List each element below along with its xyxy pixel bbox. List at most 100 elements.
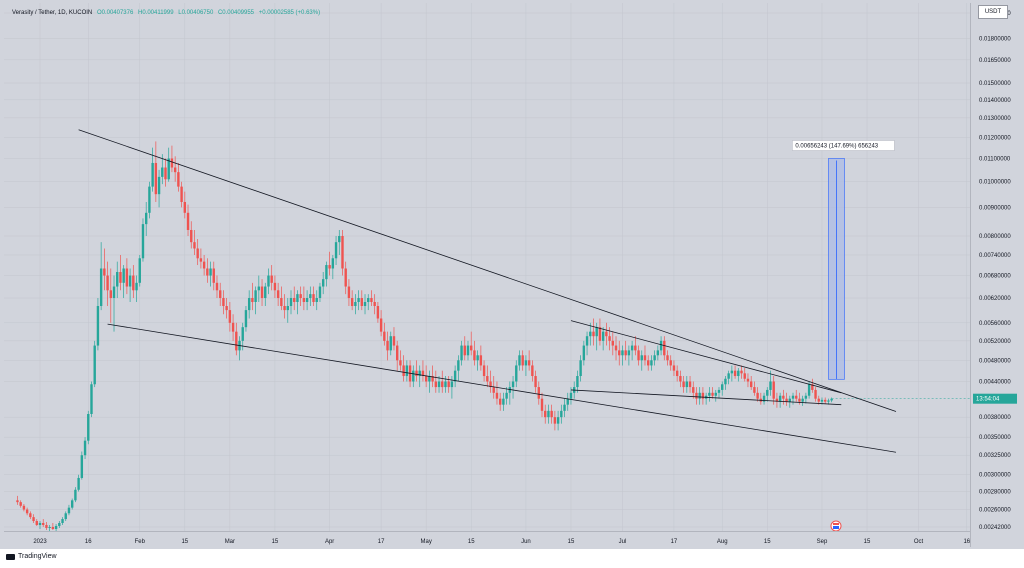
price-tick-label: 0.00800000 xyxy=(979,234,1011,240)
candle xyxy=(531,360,534,382)
candle xyxy=(273,275,277,299)
candle xyxy=(431,365,434,388)
candle xyxy=(643,345,647,366)
symbol-title[interactable]: Verasity / Tether, 1D, KUCOIN xyxy=(12,10,93,16)
candlestick-chart[interactable]: 0.00656243 (147.69%) 656243 xyxy=(4,3,970,547)
candle xyxy=(402,355,405,382)
candle xyxy=(138,254,141,287)
candle xyxy=(122,265,125,299)
trendline[interactable] xyxy=(78,129,897,412)
candle xyxy=(782,389,785,405)
tradingview-logo[interactable]: TradingView xyxy=(6,553,57,560)
time-tick-label: 16 xyxy=(85,539,92,545)
candle xyxy=(695,387,698,405)
candle xyxy=(48,524,51,532)
price-tick-label: 0.00280000 xyxy=(979,489,1011,495)
candle xyxy=(32,514,35,523)
candle xyxy=(679,370,682,388)
price-tick-label: 0.00900000 xyxy=(979,205,1011,211)
candle xyxy=(746,373,750,388)
candle xyxy=(778,392,782,408)
candle xyxy=(521,350,524,371)
candle xyxy=(392,327,396,351)
time-tick-label: Sep xyxy=(817,539,828,545)
price-tick-label: 0.00300000 xyxy=(979,473,1011,479)
candle xyxy=(180,181,183,208)
candle xyxy=(357,290,360,311)
candle xyxy=(280,286,283,311)
candle xyxy=(704,392,708,405)
footer-bar: TradingView xyxy=(0,549,1024,568)
time-tick-label: 15 xyxy=(468,539,475,545)
candle xyxy=(553,410,557,431)
candle xyxy=(556,410,560,431)
currency-unit-button[interactable]: USDT xyxy=(978,5,1008,19)
candle xyxy=(276,282,280,307)
price-tick-label: 0.01100000 xyxy=(979,156,1011,162)
candle xyxy=(202,254,206,276)
candle xyxy=(682,376,685,393)
candle xyxy=(215,275,219,299)
candle xyxy=(389,331,392,356)
candle xyxy=(228,301,232,332)
calendar-flag-icon[interactable] xyxy=(830,520,842,532)
candle xyxy=(144,201,148,236)
candle xyxy=(395,340,399,371)
trendline[interactable] xyxy=(570,389,842,406)
chart-plot-area[interactable]: 0.00656243 (147.69%) 656243 Verasity / T… xyxy=(4,3,970,547)
time-tick-label: Feb xyxy=(135,539,146,545)
candle xyxy=(717,387,721,399)
price-range-measure[interactable]: 0.00656243 (147.69%) 656243 xyxy=(792,140,895,380)
candle xyxy=(315,290,318,311)
price-axis[interactable]: 0.020000000.018000000.016500000.01500000… xyxy=(970,3,1021,547)
time-tick-label: 15 xyxy=(272,539,279,545)
candle xyxy=(289,290,293,315)
candle xyxy=(99,242,103,311)
candle xyxy=(791,392,795,405)
candle xyxy=(486,365,489,388)
candle xyxy=(376,301,380,323)
candle xyxy=(106,261,109,307)
candle xyxy=(58,521,61,528)
candle xyxy=(42,519,45,527)
candle xyxy=(415,360,418,382)
candle xyxy=(251,282,254,311)
candle xyxy=(93,340,96,388)
candle xyxy=(675,365,679,382)
candle xyxy=(624,340,627,361)
candle xyxy=(492,376,495,399)
open-value: O0.00407376 xyxy=(96,10,134,16)
candle xyxy=(186,204,190,236)
candle xyxy=(328,251,331,276)
candle xyxy=(305,290,309,311)
candle xyxy=(360,290,363,311)
candle xyxy=(125,258,129,295)
candle xyxy=(614,336,618,361)
time-axis[interactable]: 2023 16 Feb 15 Mar 15 Apr 17 May 15 Jun 15 Jul 17 Aug 1… xyxy=(4,531,971,548)
candle xyxy=(22,503,26,512)
candle xyxy=(650,355,653,371)
candle xyxy=(428,370,431,393)
candle xyxy=(627,345,631,366)
candle xyxy=(109,268,112,323)
candle xyxy=(51,522,55,531)
candle xyxy=(267,268,270,295)
measure-label-box xyxy=(792,140,895,151)
candle xyxy=(743,368,746,382)
candle xyxy=(238,336,241,361)
trendlines[interactable] xyxy=(78,129,897,453)
candle xyxy=(540,392,544,418)
candle xyxy=(457,355,460,382)
candle xyxy=(785,392,788,406)
grid xyxy=(4,3,970,531)
candle xyxy=(347,279,351,307)
candle xyxy=(173,156,177,182)
price-tick-label: 0.01300000 xyxy=(979,116,1011,122)
trendline[interactable] xyxy=(107,323,897,453)
candle xyxy=(19,500,22,508)
candle xyxy=(470,331,473,356)
candle xyxy=(219,282,222,307)
candle xyxy=(505,387,508,405)
trendline[interactable] xyxy=(570,320,842,394)
candle xyxy=(296,290,299,315)
